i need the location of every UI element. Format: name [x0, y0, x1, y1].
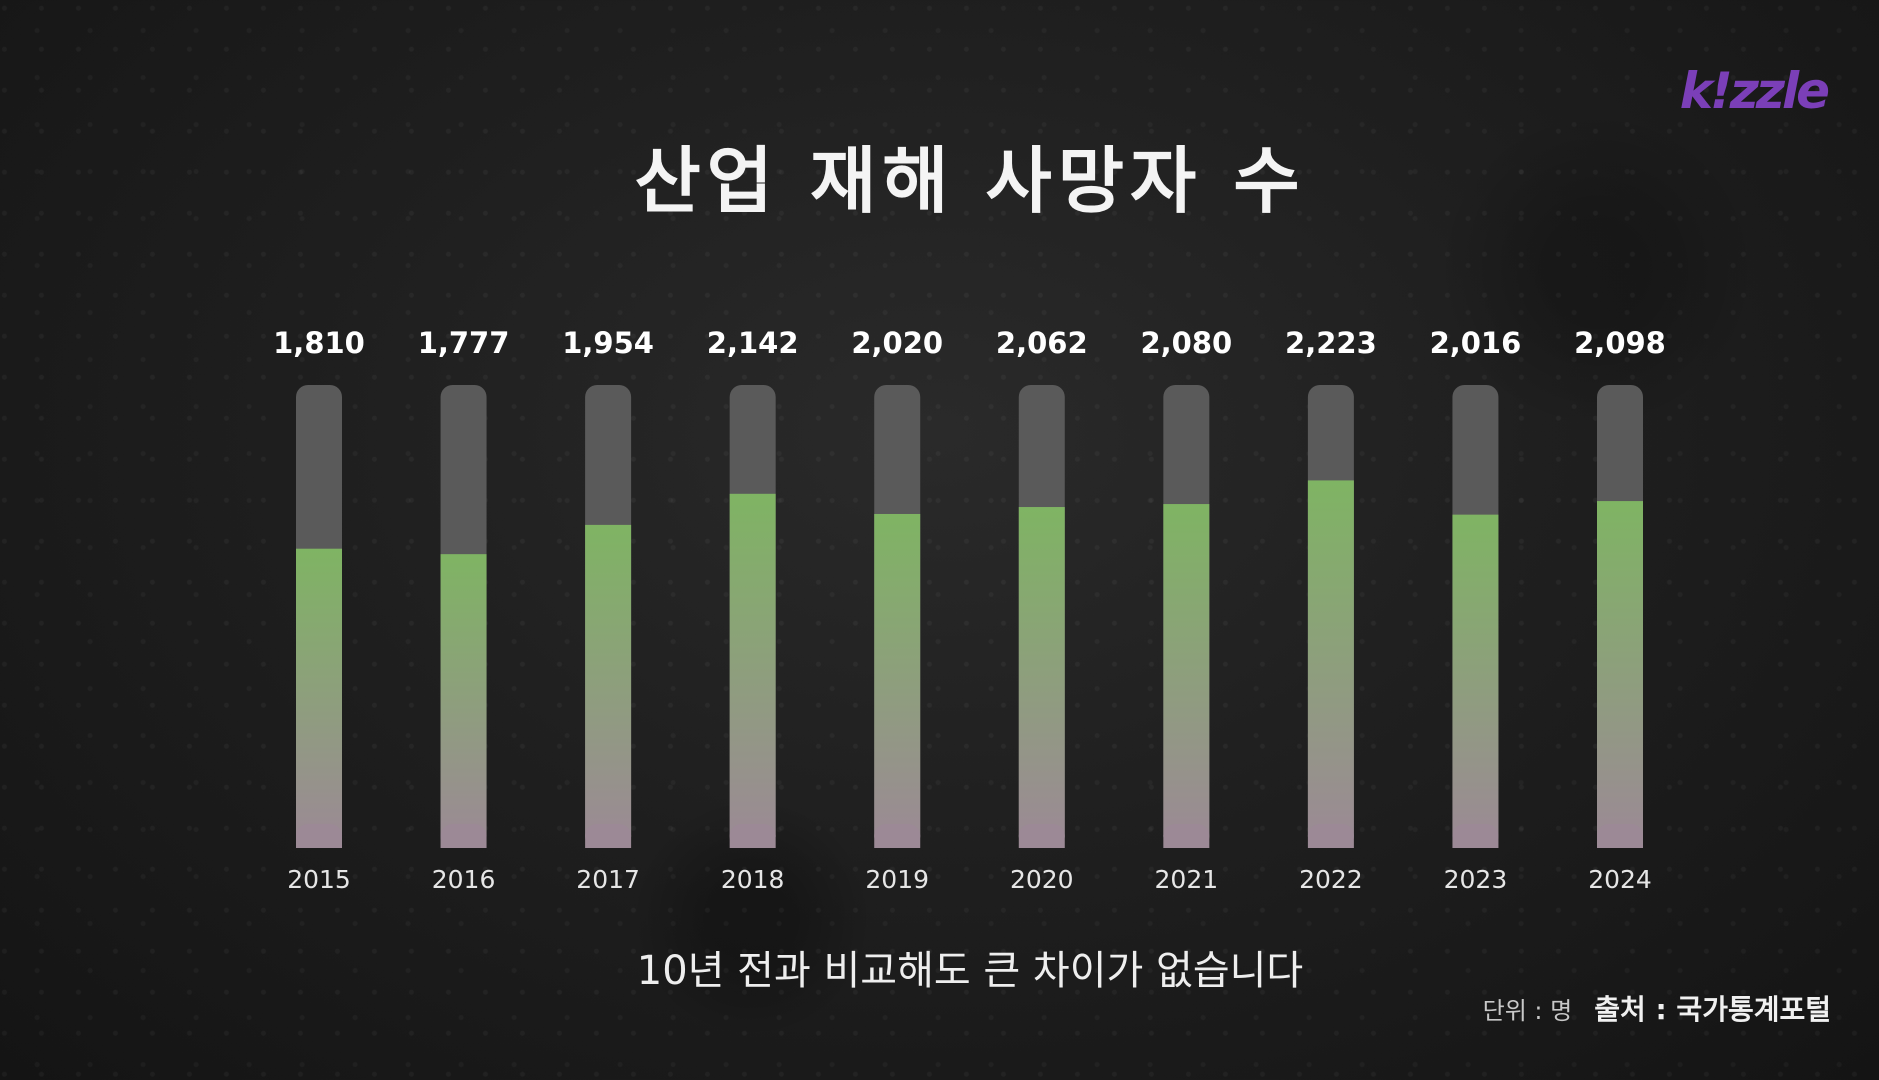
value-label-2023: 2,016	[1430, 326, 1522, 360]
bar-2024	[1597, 501, 1643, 848]
unit-label: 단위 : 명	[1482, 997, 1573, 1025]
bar-2019	[874, 513, 921, 848]
bars-group: 1,810 2015 1,777 2016 1,954 2017 2,142 2018 2,02…	[273, 326, 1666, 894]
bar-2021	[1163, 504, 1210, 848]
value-label-2019: 2,020	[851, 326, 943, 360]
bar-2020	[1018, 507, 1065, 848]
kizzle-logo: k!zzle	[1679, 62, 1830, 120]
bar-cap-2021	[1163, 824, 1210, 848]
bar-2022	[1307, 480, 1354, 848]
footer: 단위 : 명 출처 : 국가통계포털	[1483, 988, 1831, 1028]
bar-2015	[296, 548, 342, 848]
bar-2023	[1452, 514, 1499, 848]
bar-2016	[440, 554, 487, 848]
bar-cap-2018	[729, 824, 776, 848]
source-label: 출처 : 국가통계포털	[1594, 993, 1831, 1026]
bar-2018	[729, 493, 776, 848]
year-label-2020: 2020	[1010, 865, 1074, 894]
year-label-2024: 2024	[1588, 865, 1652, 894]
value-label-2021: 2,080	[1140, 326, 1232, 360]
bar-cap-2015	[296, 824, 342, 848]
year-label-2019: 2019	[865, 865, 929, 894]
value-label-2024: 2,098	[1574, 326, 1666, 360]
year-label-2022: 2022	[1299, 865, 1363, 894]
page-title: 산업 재해 사망자 수	[634, 139, 1306, 223]
value-label-2016: 1,777	[418, 326, 510, 360]
value-label-2015: 1,810	[273, 326, 365, 360]
bar-2017	[585, 524, 632, 848]
bar-cap-2020	[1018, 824, 1065, 848]
bar-cap-2023	[1452, 824, 1499, 848]
year-label-2021: 2021	[1155, 865, 1219, 894]
bar-cap-2017	[585, 824, 632, 848]
value-label-2022: 2,223	[1285, 326, 1377, 360]
year-label-2016: 2016	[432, 865, 496, 894]
year-label-2017: 2017	[576, 865, 640, 894]
year-label-2023: 2023	[1444, 865, 1508, 894]
value-label-2020: 2,062	[996, 326, 1088, 360]
value-label-2018: 2,142	[707, 326, 799, 360]
chart-caption: 10년 전과 비교해도 큰 차이가 없습니다	[636, 948, 1304, 994]
year-label-2015: 2015	[287, 865, 351, 894]
bar-cap-2019	[874, 824, 921, 848]
year-label-2018: 2018	[721, 865, 785, 894]
bar-cap-2022	[1307, 824, 1354, 848]
bar-cap-2024	[1597, 824, 1643, 848]
value-label-2017: 1,954	[562, 326, 654, 360]
bar-cap-2016	[440, 824, 487, 848]
